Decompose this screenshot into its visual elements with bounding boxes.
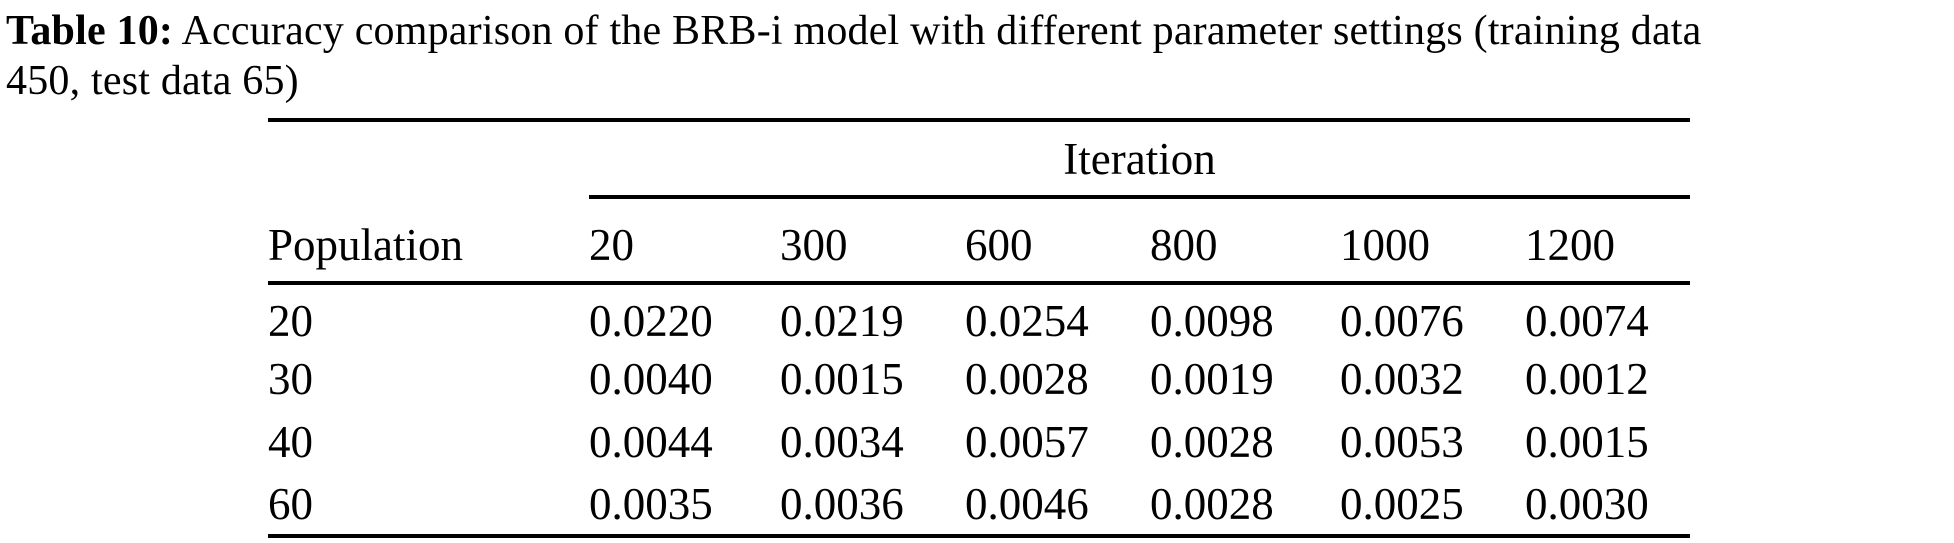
table-cell: 0.0028 — [965, 353, 1089, 404]
column-header-1000: 1000 — [1340, 197, 1525, 285]
column-header-600: 600 — [965, 197, 1150, 285]
column-header-row: Population 20 300 600 800 1000 1200 — [268, 197, 1690, 285]
table-cell: 0.0254 — [965, 296, 1089, 346]
table-cell: 0.0025 — [1340, 478, 1464, 529]
table-cell: 0.0030 — [1525, 478, 1649, 529]
column-header-20: 20 — [589, 197, 780, 285]
caption-text-line-2: 450, test data 65) — [6, 58, 299, 104]
table-row-population-40: 40 0.0044 0.0034 0.0057 0.0028 0.0053 0.… — [268, 410, 1690, 473]
iteration-span-header: Iteration — [589, 120, 1690, 199]
table-cell: 0.0015 — [1525, 416, 1649, 467]
table-container: Iteration Population 20 300 600 800 1000… — [268, 118, 1954, 538]
table-row-population-60: 60 0.0035 0.0036 0.0046 0.0028 0.0025 0.… — [268, 473, 1690, 536]
table-cell: 0.0040 — [589, 353, 713, 404]
table-cell: 0.0019 — [1150, 353, 1274, 404]
table-cell: 0.0046 — [965, 478, 1089, 529]
accuracy-table: Iteration Population 20 300 600 800 1000… — [268, 118, 1690, 538]
table-cell: 0.0074 — [1525, 296, 1649, 346]
row-header: 60 — [268, 478, 313, 529]
table-cell: 0.0220 — [589, 296, 713, 346]
table-cell: 0.0053 — [1340, 416, 1464, 467]
table-cell: 0.0032 — [1340, 353, 1464, 404]
caption-text-line-1: Accuracy comparison of the BRB-i model w… — [181, 8, 1702, 54]
table-cell: 0.0076 — [1340, 296, 1464, 346]
table-caption: Table 10: Accuracy comparison of the BRB… — [6, 6, 1954, 106]
table-cell: 0.0035 — [589, 478, 713, 529]
table-cell: 0.0012 — [1525, 353, 1649, 404]
table-cell: 0.0098 — [1150, 296, 1274, 346]
table-cell: 0.0219 — [780, 296, 904, 346]
table-cell: 0.0057 — [965, 416, 1089, 467]
table-cell: 0.0034 — [780, 416, 904, 467]
table-row-population-30: 30 0.0040 0.0015 0.0028 0.0019 0.0032 0.… — [268, 347, 1690, 410]
iteration-header-row: Iteration — [268, 120, 1690, 199]
corner-empty-cell — [268, 120, 589, 197]
column-header-300: 300 — [780, 197, 965, 285]
table-row-population-20: 20 0.0220 0.0219 0.0254 0.0098 0.0076 0.… — [268, 283, 1690, 347]
row-header: 30 — [268, 353, 313, 404]
row-header: 20 — [268, 296, 313, 346]
table-cell: 0.0044 — [589, 416, 713, 467]
table-cell: 0.0036 — [780, 478, 904, 529]
caption-label: Table 10: — [6, 8, 174, 54]
table-cell: 0.0015 — [780, 353, 904, 404]
table-cell: 0.0028 — [1150, 416, 1274, 467]
caption-line-1: Table 10: Accuracy comparison of the BRB… — [6, 8, 1702, 54]
column-header-1200: 1200 — [1525, 197, 1690, 285]
row-header: 40 — [268, 416, 313, 467]
population-column-header: Population — [268, 197, 589, 285]
column-header-800: 800 — [1150, 197, 1340, 285]
table-cell: 0.0028 — [1150, 478, 1274, 529]
